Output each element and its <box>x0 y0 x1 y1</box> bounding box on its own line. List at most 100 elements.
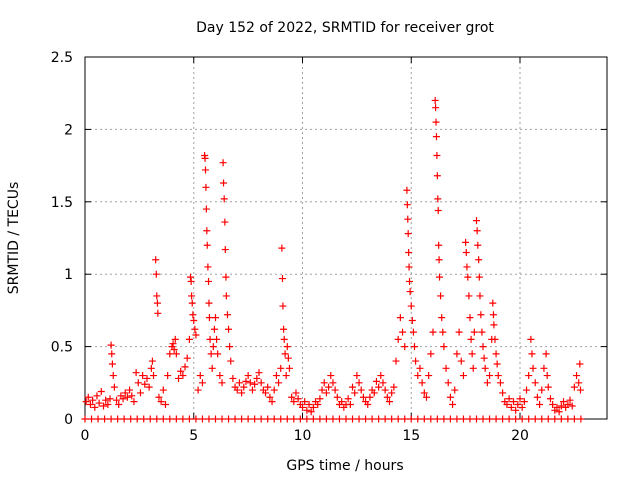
data-point <box>446 415 454 423</box>
data-point <box>91 403 99 411</box>
data-point <box>355 415 363 423</box>
data-point <box>335 415 343 423</box>
data-point <box>93 392 101 400</box>
data-point <box>449 401 457 409</box>
data-point <box>405 248 413 256</box>
data-point <box>459 415 467 423</box>
data-point <box>212 314 219 322</box>
data-point <box>248 386 256 394</box>
data-point <box>512 406 520 414</box>
data-point <box>514 401 522 409</box>
data-point <box>464 273 472 281</box>
data-point <box>88 415 96 423</box>
data-point <box>130 398 138 406</box>
data-point <box>128 392 136 400</box>
data-point <box>386 398 393 406</box>
data-point <box>303 415 311 423</box>
data-point <box>107 341 115 349</box>
data-point <box>159 415 167 423</box>
data-point <box>427 350 435 358</box>
data-point <box>280 325 288 333</box>
data-point <box>82 398 90 406</box>
data-point <box>494 372 502 380</box>
data-point <box>179 372 187 380</box>
data-point <box>222 273 230 281</box>
data-point <box>108 350 116 358</box>
data-point <box>196 372 204 380</box>
data-point <box>187 277 195 285</box>
data-point <box>414 372 422 380</box>
x-axis-label: GPS time / hours <box>286 458 403 474</box>
data-point <box>171 335 179 343</box>
plot-frame <box>84 56 608 420</box>
data-point <box>435 256 443 264</box>
data-point <box>570 415 578 423</box>
data-point <box>437 292 445 300</box>
data-point <box>220 179 228 187</box>
data-point <box>509 398 517 406</box>
data-point <box>404 230 412 238</box>
data-point <box>198 415 206 423</box>
data-point <box>457 357 465 365</box>
data-point <box>503 401 511 409</box>
data-point <box>435 241 443 249</box>
data-point <box>477 311 485 319</box>
data-point <box>368 415 376 423</box>
data-point <box>153 292 161 300</box>
data-point <box>205 277 213 285</box>
data-point <box>285 364 293 372</box>
data-point <box>466 314 474 322</box>
grid-lines <box>85 57 607 419</box>
data-point <box>406 288 414 296</box>
y-tick-label: 2 <box>64 122 73 138</box>
data-point <box>478 328 486 336</box>
data-point <box>516 395 524 403</box>
data-point <box>479 343 487 351</box>
data-point <box>201 166 209 174</box>
data-point <box>202 205 210 213</box>
data-point <box>192 331 200 339</box>
data-point <box>322 415 330 423</box>
data-point <box>499 389 507 397</box>
data-point <box>166 415 174 423</box>
data-point <box>154 309 162 317</box>
data-point <box>467 335 475 343</box>
data-point <box>212 415 219 423</box>
data-point <box>383 393 391 401</box>
data-point <box>379 379 387 387</box>
data-point <box>546 395 554 403</box>
data-point <box>551 415 559 423</box>
y-tick-label: 0.5 <box>51 340 73 356</box>
chart-title: Day 152 of 2022, SRMTID for receiver gro… <box>196 20 494 36</box>
data-point <box>505 395 513 403</box>
data-point <box>159 386 167 394</box>
y-tick-label: 2.5 <box>51 50 73 66</box>
data-point <box>209 343 217 351</box>
data-point <box>290 415 298 423</box>
data-point <box>375 383 383 391</box>
data-point <box>309 403 317 411</box>
data-point <box>147 364 155 372</box>
data-point <box>444 379 452 387</box>
data-point <box>143 374 151 382</box>
data-point <box>576 360 584 368</box>
data-points <box>81 96 585 423</box>
data-point <box>442 364 450 372</box>
data-point <box>305 401 313 409</box>
data-point <box>543 372 551 380</box>
data-point <box>366 393 374 401</box>
data-point <box>94 415 102 423</box>
data-point <box>314 401 322 409</box>
y-tick-label: 0 <box>64 412 73 428</box>
data-point <box>152 256 160 264</box>
data-point <box>278 275 286 283</box>
data-point <box>101 415 109 423</box>
data-point <box>89 396 97 404</box>
data-point <box>507 403 515 411</box>
data-point <box>204 263 212 271</box>
data-point <box>205 415 213 423</box>
data-point <box>255 369 263 377</box>
data-point <box>219 159 227 167</box>
data-point <box>527 335 535 343</box>
axis-ticks <box>84 56 607 420</box>
